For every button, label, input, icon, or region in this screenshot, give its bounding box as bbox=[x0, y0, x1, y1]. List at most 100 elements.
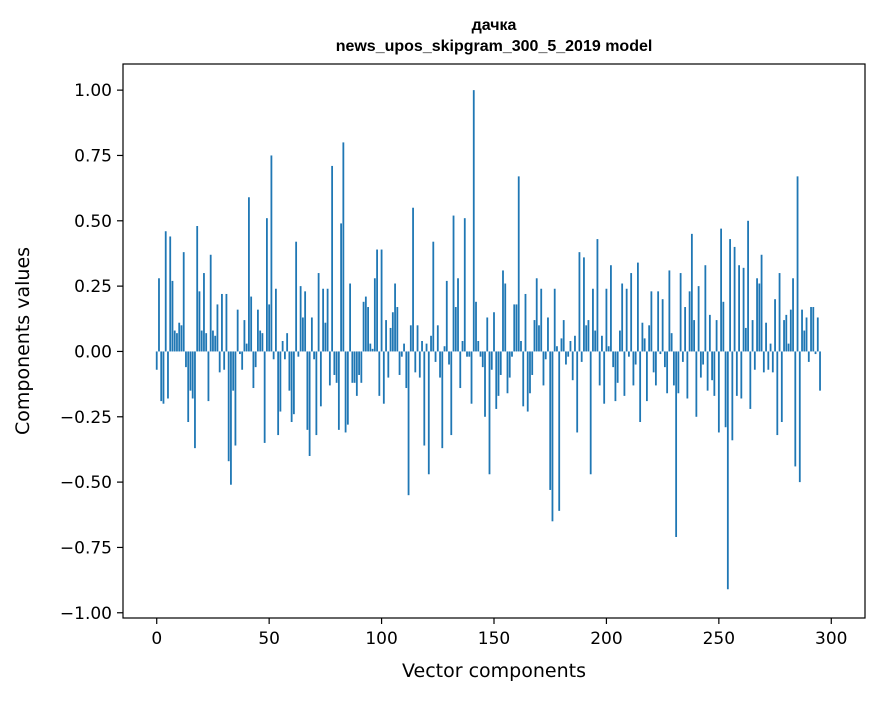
bar-27 bbox=[216, 304, 219, 352]
bar-108 bbox=[398, 351, 401, 375]
bar-112 bbox=[407, 351, 410, 496]
bar-29 bbox=[221, 293, 223, 352]
x-tick-label: 200 bbox=[590, 629, 622, 649]
bar-60 bbox=[290, 351, 293, 423]
bar-266 bbox=[753, 351, 756, 370]
bar-190 bbox=[583, 257, 585, 352]
bar-142 bbox=[475, 301, 477, 352]
bar-209 bbox=[625, 288, 628, 352]
bar-41 bbox=[248, 197, 250, 352]
bar-154 bbox=[502, 270, 504, 352]
bar-107 bbox=[396, 307, 399, 352]
bar-12 bbox=[182, 252, 185, 352]
bar-186 bbox=[574, 335, 576, 352]
bar-235 bbox=[684, 307, 687, 352]
bar-268 bbox=[758, 283, 761, 352]
bar-52 bbox=[272, 351, 275, 360]
bar-5 bbox=[167, 351, 169, 399]
bar-35 bbox=[234, 351, 237, 446]
bar-64 bbox=[299, 286, 302, 352]
bar-169 bbox=[535, 278, 538, 352]
bar-204 bbox=[614, 351, 617, 402]
bar-214 bbox=[637, 262, 639, 352]
bar-192 bbox=[587, 320, 590, 352]
bar-24 bbox=[209, 254, 212, 352]
x-tick-label: 50 bbox=[258, 629, 280, 649]
bar-199 bbox=[603, 351, 606, 404]
bar-127 bbox=[441, 351, 444, 449]
bar-131 bbox=[450, 351, 453, 436]
bar-206 bbox=[619, 330, 621, 352]
bar-286 bbox=[798, 351, 801, 483]
bar-229 bbox=[670, 333, 673, 352]
bar-191 bbox=[585, 325, 588, 352]
bar-162 bbox=[520, 341, 522, 352]
bar-167 bbox=[531, 351, 534, 375]
bar-51 bbox=[270, 155, 273, 352]
bar-43 bbox=[252, 351, 255, 389]
bar-244 bbox=[704, 265, 707, 352]
bar-176 bbox=[551, 351, 554, 522]
bar-143 bbox=[477, 341, 480, 352]
bar-73 bbox=[319, 351, 322, 407]
x-tick-label: 250 bbox=[703, 629, 735, 649]
bar-245 bbox=[706, 351, 709, 391]
bar-90 bbox=[358, 351, 360, 375]
bar-26 bbox=[214, 335, 217, 352]
bar-277 bbox=[778, 273, 781, 352]
bar-172 bbox=[542, 351, 545, 386]
bar-81 bbox=[337, 351, 340, 430]
bar-102 bbox=[385, 320, 387, 352]
bar-201 bbox=[607, 346, 610, 352]
bar-272 bbox=[767, 351, 770, 370]
bar-263 bbox=[747, 220, 749, 352]
bar-163 bbox=[522, 351, 525, 407]
bar-124 bbox=[434, 351, 437, 362]
bar-207 bbox=[621, 283, 624, 352]
bar-74 bbox=[322, 288, 325, 352]
bar-148 bbox=[488, 351, 491, 475]
bar-241 bbox=[697, 286, 700, 352]
bar-67 bbox=[306, 351, 309, 430]
bar-185 bbox=[571, 351, 574, 381]
bar-130 bbox=[448, 351, 450, 365]
bar-293 bbox=[814, 351, 817, 355]
bar-110 bbox=[403, 343, 405, 352]
bar-89 bbox=[355, 351, 358, 396]
bar-228 bbox=[668, 270, 671, 352]
bar-273 bbox=[769, 343, 772, 352]
bar-281 bbox=[787, 343, 790, 352]
bar-274 bbox=[771, 351, 774, 373]
bar-8 bbox=[173, 330, 176, 352]
bar-18 bbox=[196, 226, 199, 352]
bar-0 bbox=[155, 351, 158, 370]
bar-223 bbox=[657, 291, 660, 352]
x-tick-label: 300 bbox=[815, 629, 847, 649]
bar-216 bbox=[641, 322, 644, 352]
bar-140 bbox=[470, 351, 473, 404]
bar-36 bbox=[236, 309, 239, 352]
bar-220 bbox=[650, 291, 653, 352]
bar-254 bbox=[726, 351, 729, 590]
bar-252 bbox=[722, 301, 725, 352]
bar-159 bbox=[513, 304, 516, 352]
bar-161 bbox=[517, 176, 520, 352]
bar-141 bbox=[472, 90, 475, 352]
bar-7 bbox=[171, 280, 174, 352]
bar-134 bbox=[457, 278, 459, 352]
bar-17 bbox=[194, 351, 196, 449]
bar-57 bbox=[283, 351, 286, 360]
bar-164 bbox=[524, 293, 527, 352]
bar-170 bbox=[538, 325, 540, 352]
bar-285 bbox=[796, 176, 799, 352]
bar-136 bbox=[461, 341, 464, 352]
bar-113 bbox=[409, 325, 412, 352]
bar-269 bbox=[760, 254, 763, 352]
bar-294 bbox=[816, 317, 819, 352]
bar-146 bbox=[484, 351, 486, 417]
bar-200 bbox=[605, 288, 608, 352]
bar-218 bbox=[646, 351, 648, 402]
bar-145 bbox=[481, 351, 484, 368]
bar-240 bbox=[695, 351, 698, 417]
